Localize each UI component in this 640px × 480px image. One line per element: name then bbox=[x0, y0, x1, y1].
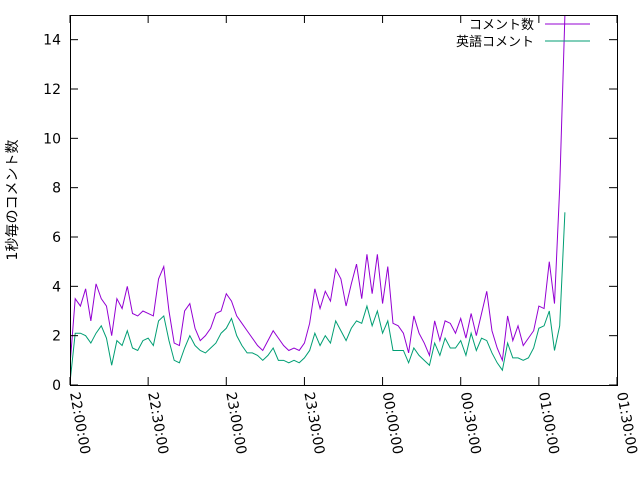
y-tick-label: 0 bbox=[52, 378, 61, 394]
y-tick-label: 8 bbox=[52, 181, 61, 197]
series-line-2 bbox=[70, 212, 566, 385]
y-tick-label: 12 bbox=[43, 82, 61, 98]
y-tick-label: 6 bbox=[52, 230, 61, 246]
y-axis-label: 1秒毎のコメント数 bbox=[5, 140, 21, 261]
plot-frame bbox=[70, 15, 618, 386]
y-tick-label: 14 bbox=[43, 33, 61, 49]
series-line-1 bbox=[70, 15, 571, 366]
y-tick-label: 10 bbox=[43, 131, 61, 147]
y-axis-ticks: 0 2 4 6 8 10 12 14 bbox=[43, 33, 617, 394]
legend-label-2: 英語コメント bbox=[456, 34, 534, 50]
y-tick-label: 4 bbox=[52, 279, 61, 295]
plot-lines bbox=[70, 15, 571, 385]
legend-label-1: コメント数 bbox=[469, 18, 534, 33]
y-tick-label: 2 bbox=[52, 329, 61, 345]
